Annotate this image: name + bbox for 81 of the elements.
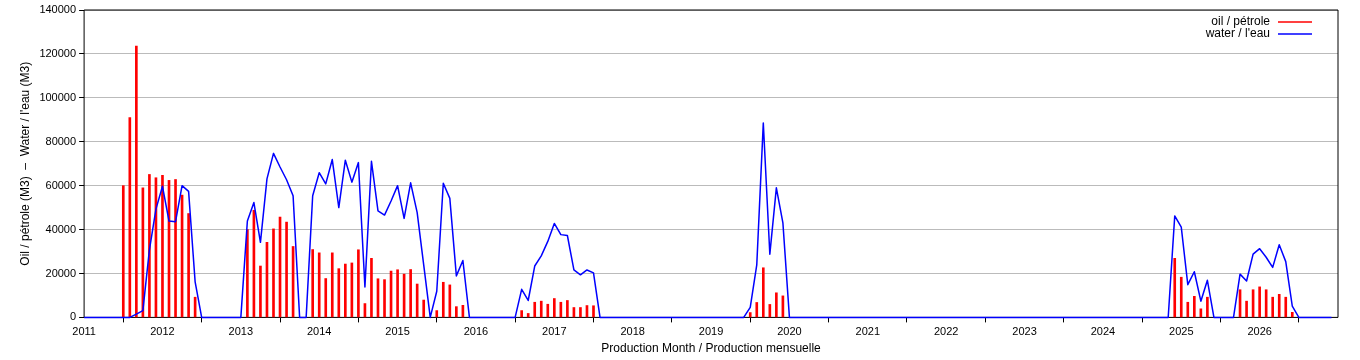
- y-axis-title: Oil / pétrole (M3) – Water / l'eau (M3): [17, 61, 32, 266]
- bar: [435, 310, 439, 318]
- x-tick-label: 2014: [306, 325, 332, 338]
- bar: [768, 304, 772, 318]
- bar: [1284, 296, 1288, 318]
- x-tick-label: 2020: [777, 325, 802, 338]
- bar: [1179, 276, 1183, 318]
- x-axis-title: Production Month / Production mensuelle: [601, 341, 822, 356]
- bar: [520, 310, 523, 318]
- bar: [285, 221, 288, 318]
- bar: [1192, 295, 1196, 318]
- bar: [1290, 312, 1294, 318]
- bar: [121, 185, 125, 318]
- bar: [161, 175, 164, 318]
- x-tick-label: 2026: [1247, 325, 1272, 338]
- bar: [566, 300, 569, 318]
- bar: [1271, 296, 1275, 318]
- x-tick-label: 2019: [698, 325, 724, 338]
- x-tick-label: 2015: [385, 325, 410, 338]
- legend-label: water / l'eau: [1204, 26, 1270, 41]
- bar: [546, 303, 550, 318]
- bar: [357, 249, 360, 318]
- y-tick-label: 20000: [45, 266, 77, 279]
- x-tick-label: 2013: [228, 325, 254, 338]
- bar: [441, 281, 445, 318]
- bar: [148, 174, 151, 318]
- bar: [592, 305, 595, 318]
- y-tick-label: 100000: [39, 90, 77, 103]
- x-tick-label: 2024: [1090, 325, 1116, 338]
- bar: [344, 263, 347, 318]
- x-tick-label: 2021: [855, 325, 881, 338]
- bar: [455, 306, 458, 318]
- bar: [1206, 296, 1209, 318]
- x-tick-label: 2023: [1012, 325, 1037, 338]
- bar: [1277, 294, 1281, 318]
- bar: [552, 298, 556, 318]
- bar: [1173, 258, 1177, 318]
- y-tick-label: 120000: [39, 46, 77, 59]
- bar: [579, 307, 582, 318]
- x-tick-label: 2016: [463, 325, 489, 338]
- bar: [324, 278, 328, 318]
- legend-label: oil / pétrole: [1211, 14, 1271, 29]
- x-tick-label: 2012: [150, 325, 175, 338]
- x-tick-label: 2025: [1169, 325, 1194, 338]
- bar: [135, 45, 138, 318]
- bar: [259, 265, 262, 318]
- y-tick-label: 0: [69, 310, 77, 323]
- bar: [337, 268, 341, 318]
- bar: [422, 299, 426, 318]
- bar: [748, 312, 752, 318]
- bar: [533, 301, 537, 318]
- bar: [317, 252, 321, 318]
- y-tick-label: 80000: [45, 134, 77, 147]
- bar: [1186, 301, 1190, 318]
- bar: [174, 179, 177, 318]
- x-tick-label: 2017: [542, 325, 567, 338]
- bar: [187, 213, 190, 318]
- bar: [383, 279, 386, 318]
- bar: [311, 249, 315, 318]
- bar: [330, 252, 334, 318]
- bar: [1258, 286, 1261, 318]
- x-tick-label: 2018: [620, 325, 645, 338]
- bar: [272, 228, 275, 318]
- bar: [370, 258, 373, 318]
- bar: [409, 269, 412, 318]
- bar: [396, 269, 399, 318]
- bar: [246, 229, 249, 318]
- bar: [415, 283, 419, 318]
- x-tick-label: 2022: [933, 325, 959, 338]
- y-tick-label: 40000: [45, 222, 77, 235]
- y-tick-label: 60000: [45, 178, 77, 191]
- bar: [775, 292, 778, 318]
- bar: [755, 302, 759, 318]
- bar: [448, 284, 452, 318]
- x-tick-label: 2011: [72, 325, 96, 338]
- bar: [526, 313, 530, 318]
- y-tick-label: 140000: [39, 3, 77, 16]
- bar: [761, 267, 765, 318]
- bar: [1245, 300, 1248, 318]
- bar: [128, 117, 132, 318]
- bar: [539, 300, 543, 318]
